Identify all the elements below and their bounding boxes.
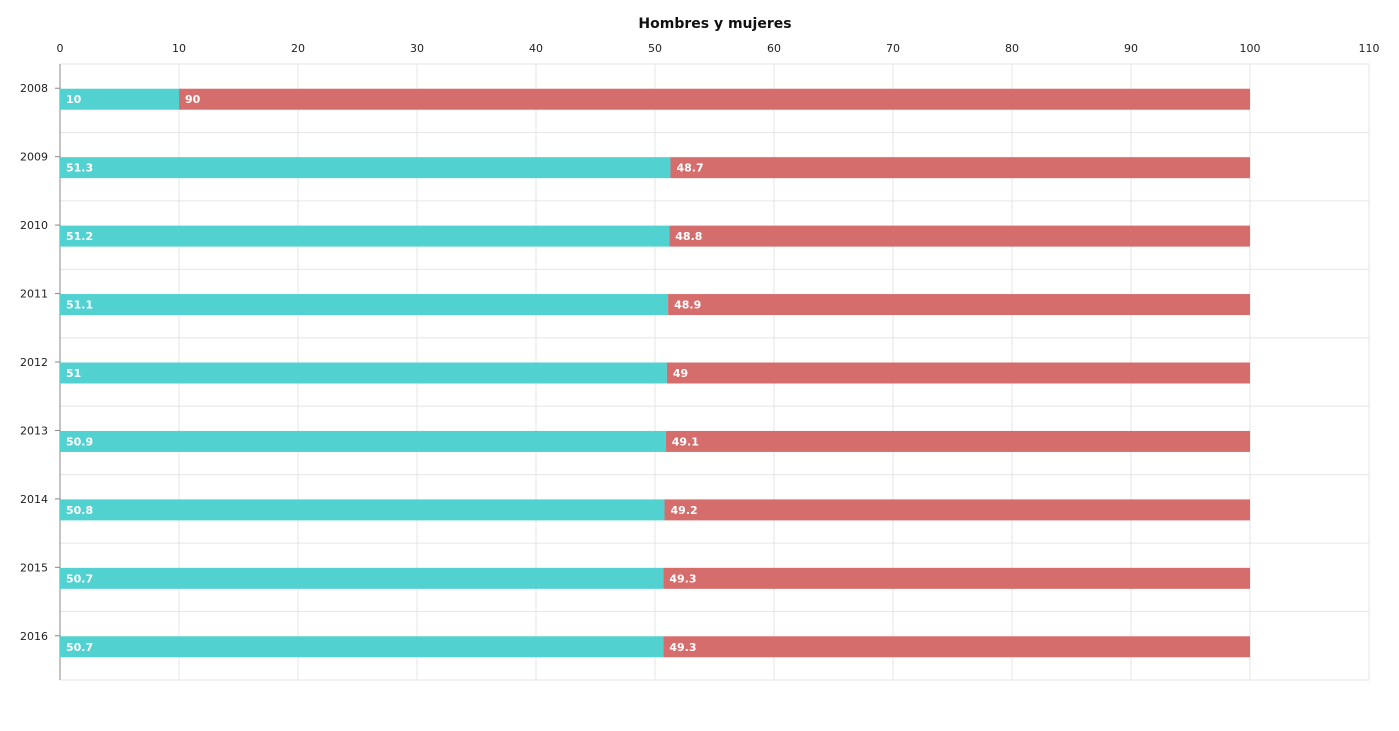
bar-segment <box>60 88 179 110</box>
bar-data-label: 51.1 <box>66 299 93 312</box>
bar-segment <box>60 157 671 179</box>
bar-data-label: 50.7 <box>66 572 93 585</box>
bar-data-label: 49.2 <box>671 504 698 517</box>
bar-segment <box>60 294 669 316</box>
x-tick-label: 110 <box>1359 42 1380 55</box>
bar-data-label: 48.9 <box>674 299 701 312</box>
bar-segment <box>179 88 1250 110</box>
bar-segment <box>60 636 664 658</box>
bar-data-label: 49.3 <box>669 572 696 585</box>
bar-data-label: 51.3 <box>66 162 93 175</box>
category-label: 2011 <box>20 288 48 301</box>
category-label: 2014 <box>20 493 48 506</box>
bar-data-label: 48.7 <box>676 162 703 175</box>
bar-segment <box>669 225 1250 247</box>
category-label: 2009 <box>20 151 48 164</box>
category-label: 2008 <box>20 82 48 95</box>
bar-data-label: 50.9 <box>66 435 93 448</box>
bar-data-label: 48.8 <box>675 230 702 243</box>
bar-data-label: 49.3 <box>669 641 696 654</box>
bars <box>60 88 1250 658</box>
bar-data-label: 49 <box>673 367 688 380</box>
bar-data-label: 51 <box>66 367 81 380</box>
bar-segment <box>666 362 1250 384</box>
category-label: 2015 <box>20 561 48 574</box>
bar-segment <box>60 499 665 521</box>
bar-segment <box>60 225 670 247</box>
x-tick-label: 100 <box>1240 42 1261 55</box>
y-axis-categories: 2008 2009 2010 2011 2012 2013 2014 2015 2016 <box>20 82 60 643</box>
bar-data-label: 50.7 <box>66 641 93 654</box>
bar-data-label: 51.2 <box>66 230 93 243</box>
x-tick-label: 60 <box>767 42 781 55</box>
x-tick-label: 40 <box>529 42 543 55</box>
bar-data-label: 10 <box>66 93 82 106</box>
bar-segment <box>670 157 1250 179</box>
x-tick-label: 80 <box>1005 42 1019 55</box>
data-labels: 10 90 51.3 48.7 51.2 48.8 51.1 48.9 51 49 50.9 49.1… <box>66 93 704 654</box>
x-tick-label: 10 <box>172 42 186 55</box>
bar-segment <box>664 499 1250 521</box>
category-label: 2010 <box>20 219 48 232</box>
chart-title: Hombres y mujeres <box>638 16 791 32</box>
x-tick-label: 30 <box>410 42 424 55</box>
bar-segment <box>665 430 1250 452</box>
bar-segment <box>60 430 666 452</box>
category-label: 2016 <box>20 630 48 643</box>
bar-segment <box>663 636 1250 658</box>
x-tick-label: 50 <box>648 42 662 55</box>
x-tick-label: 20 <box>291 42 305 55</box>
x-axis-ticks: 0 10 20 30 40 50 60 70 80 90 100 110 <box>57 42 1380 55</box>
category-label: 2013 <box>20 424 48 437</box>
bar-data-label: 90 <box>185 93 201 106</box>
bar-segment <box>663 567 1250 589</box>
bar-data-label: 50.8 <box>66 504 93 517</box>
x-tick-label: 90 <box>1124 42 1138 55</box>
bar-segment <box>60 567 664 589</box>
category-label: 2012 <box>20 356 48 369</box>
bar-segment <box>668 294 1250 316</box>
bar-segment <box>60 362 667 384</box>
x-tick-label: 0 <box>57 42 64 55</box>
x-tick-label: 70 <box>886 42 900 55</box>
bar-data-label: 49.1 <box>672 435 699 448</box>
